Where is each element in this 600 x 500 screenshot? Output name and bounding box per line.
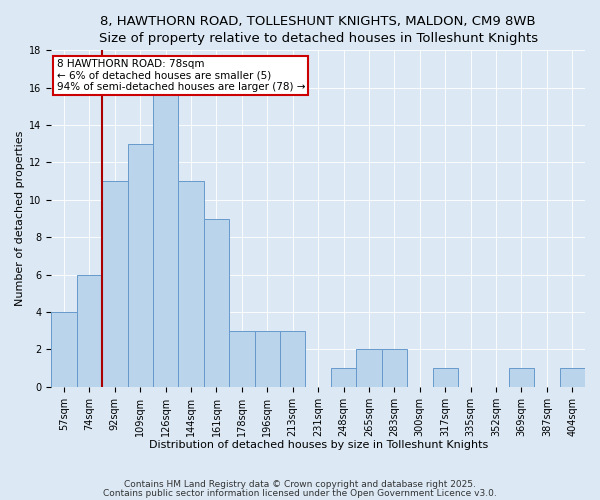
Bar	[178, 181, 204, 386]
Bar	[356, 350, 382, 387]
Bar	[280, 330, 305, 386]
Bar	[331, 368, 356, 386]
Bar	[102, 181, 128, 386]
Text: Contains public sector information licensed under the Open Government Licence v3: Contains public sector information licen…	[103, 488, 497, 498]
Bar	[560, 368, 585, 386]
Bar	[229, 330, 254, 386]
Bar	[382, 350, 407, 387]
Bar	[433, 368, 458, 386]
Bar	[51, 312, 77, 386]
Bar	[204, 218, 229, 386]
Bar	[128, 144, 153, 386]
Bar	[509, 368, 534, 386]
Text: Contains HM Land Registry data © Crown copyright and database right 2025.: Contains HM Land Registry data © Crown c…	[124, 480, 476, 489]
Text: 8 HAWTHORN ROAD: 78sqm
← 6% of detached houses are smaller (5)
94% of semi-detac: 8 HAWTHORN ROAD: 78sqm ← 6% of detached …	[56, 58, 305, 92]
Title: 8, HAWTHORN ROAD, TOLLESHUNT KNIGHTS, MALDON, CM9 8WB
Size of property relative : 8, HAWTHORN ROAD, TOLLESHUNT KNIGHTS, MA…	[98, 15, 538, 45]
Y-axis label: Number of detached properties: Number of detached properties	[15, 131, 25, 306]
Bar	[153, 88, 178, 387]
X-axis label: Distribution of detached houses by size in Tolleshunt Knights: Distribution of detached houses by size …	[149, 440, 488, 450]
Bar	[254, 330, 280, 386]
Bar	[77, 274, 102, 386]
